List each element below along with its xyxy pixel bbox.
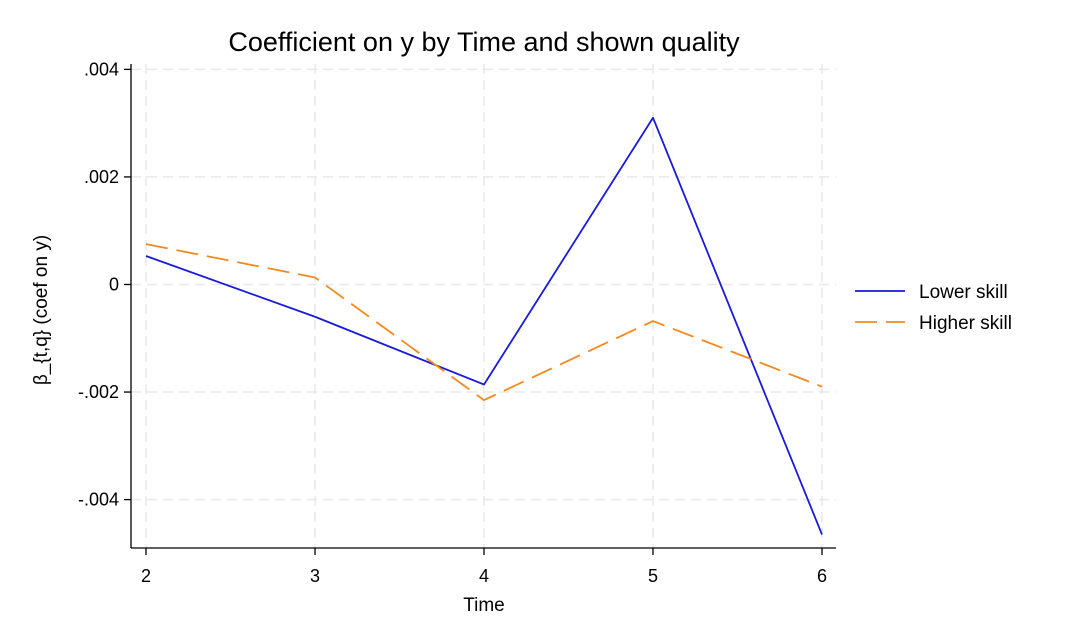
legend-label: Lower skill [919, 282, 1008, 303]
x-tick-label: 6 [817, 566, 827, 586]
y-tick-label: .002 [84, 167, 119, 187]
y-tick-label: .004 [84, 59, 119, 79]
legend: Lower skill Higher skill [855, 282, 1012, 334]
series-line-higher-skill [145, 243, 823, 402]
legend-label: Higher skill [919, 313, 1012, 334]
series-lines [145, 116, 823, 535]
axes: .004 .002 0 -.002 -.004 2 3 4 5 6 [78, 59, 836, 586]
y-tick-label: -.002 [78, 382, 119, 402]
y-tick-label: 0 [109, 274, 119, 294]
series-line-lower-skill [145, 116, 823, 535]
y-tick-label: -.004 [78, 490, 119, 510]
x-tick-label: 2 [141, 566, 151, 586]
y-axis-label: β_{t,q} (coef on y) [31, 235, 52, 385]
x-tick-label: 3 [310, 566, 320, 586]
gridlines [131, 64, 836, 548]
x-tick-label: 5 [648, 566, 658, 586]
chart-title: Coefficient on y by Time and shown quali… [228, 27, 740, 57]
x-axis-label: Time [463, 595, 505, 616]
x-tick-label: 4 [479, 566, 489, 586]
